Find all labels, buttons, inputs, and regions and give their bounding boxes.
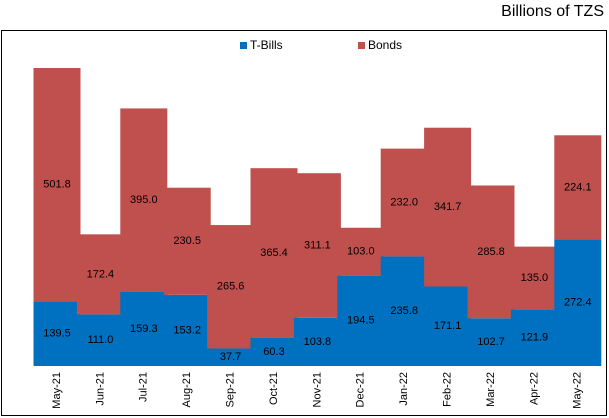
bar-segment [510,246,558,310]
bar-segment [207,348,255,366]
value-label: 311.1 [304,239,331,251]
x-tick-label: Apr-22 [528,372,540,405]
value-label: 60.3 [263,346,284,358]
bar-segment [293,317,341,366]
chart-frame [1,30,607,416]
x-tick-label: May-21 [51,372,63,409]
value-label: 501.8 [43,178,71,190]
value-label: 230.5 [173,235,201,247]
x-tick-label: Mar-22 [485,372,497,407]
bar-segment [120,291,168,366]
value-label: 232.0 [390,196,418,208]
x-tick-label: Nov-21 [311,372,323,407]
bar-segment [120,108,168,292]
x-tick-label: Aug-21 [181,372,193,407]
value-label: 272.4 [564,297,592,309]
bar-segment [380,148,428,257]
value-label: 111.0 [87,334,113,346]
bar-segment [207,225,255,349]
bar-segment [250,168,298,338]
value-label: 139.5 [43,327,71,339]
bar-segment [33,301,81,366]
x-tick-label: May-22 [572,372,584,409]
value-label: 194.5 [347,315,375,327]
chart-subtitle: Billions of TZS [501,3,604,20]
value-label: 37.7 [220,351,241,363]
bar-segment [163,294,211,366]
legend-label: T-Bills [250,38,283,52]
legend-swatch [240,42,247,49]
x-tick-label: Oct-21 [268,372,280,405]
bar-segment [510,309,558,366]
bar-segment [250,337,298,366]
x-tick-label: Dec-21 [355,372,367,407]
bar-segment [33,68,81,302]
bar-segment [467,185,515,319]
bar-segment [76,314,124,366]
value-label: 172.4 [87,268,115,280]
legend-swatch [358,42,365,49]
bar-segment [337,275,385,366]
bar-segment [424,286,472,366]
value-label: 171.1 [434,320,462,332]
x-tick-label: Jul-21 [138,372,150,402]
x-tick-label: Jun-21 [94,372,106,406]
x-tick-label: Sep-21 [225,372,237,407]
value-label: 103.8 [304,336,332,348]
bar-segment [293,173,341,318]
value-label: 235.8 [390,305,418,317]
value-label: 159.3 [130,323,158,335]
bar-segment [554,239,602,366]
value-label: 365.4 [260,247,288,259]
value-label: 103.0 [347,246,375,258]
value-label: 121.9 [521,332,549,344]
value-label: 224.1 [564,181,592,193]
bar-segment [380,256,428,366]
value-label: 265.6 [217,281,245,293]
bar-segment [76,234,124,315]
value-label: 341.7 [434,201,462,213]
bar-segment [163,187,211,295]
bar-segment [337,227,385,276]
value-label: 395.0 [130,194,158,206]
bar-segment [554,135,602,240]
bar-segment [467,318,515,366]
value-label: 135.0 [521,272,549,284]
legend-label: Bonds [368,38,402,52]
value-label: 153.2 [173,324,201,336]
x-tick-label: Feb-22 [442,372,454,407]
bar-segment [424,127,472,287]
x-tick-label: Jan-22 [398,372,410,406]
value-label: 102.7 [477,336,505,348]
value-label: 285.8 [477,246,505,258]
